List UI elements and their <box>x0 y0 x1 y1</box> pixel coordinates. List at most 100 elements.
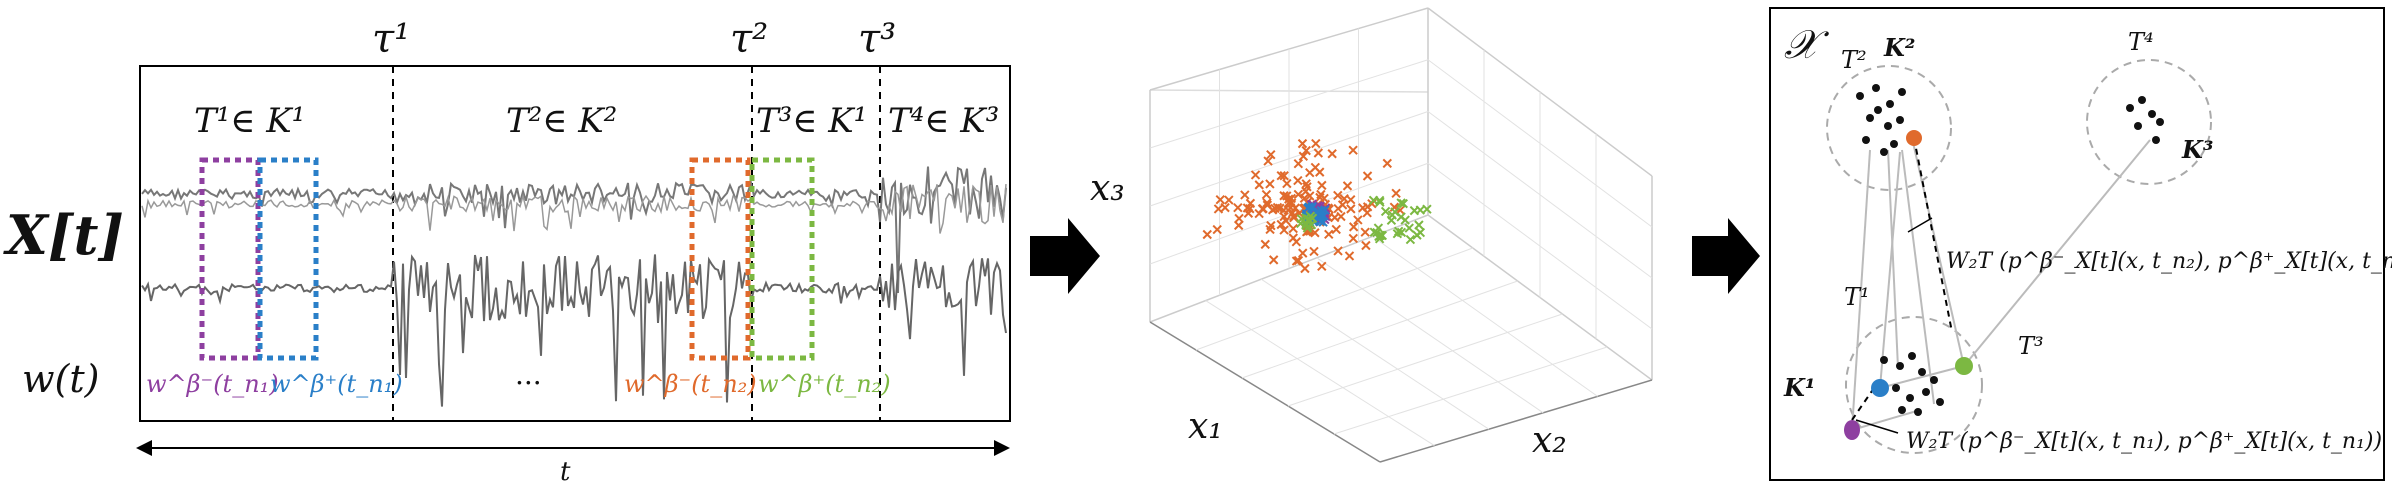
segment-label-4: T⁴∈ K³ <box>888 101 999 141</box>
scatter-point <box>1362 208 1372 218</box>
signal-trace-upper <box>141 166 1007 294</box>
scatter-point <box>1267 205 1278 215</box>
scatter-point <box>1276 170 1286 181</box>
distance-line-tn2 <box>1913 137 1953 333</box>
scatter-point <box>1245 198 1256 209</box>
change-point-label-1: τ¹ <box>372 16 410 62</box>
latent-point <box>1914 408 1922 416</box>
scatter-point <box>1293 158 1304 169</box>
scatter-point <box>1301 220 1311 231</box>
grid-line <box>1149 162 1429 265</box>
scatter-point <box>1373 223 1384 233</box>
time-series-panel: X[t] w(t) τ¹ τ² τ³ T¹∈ K¹ T²∈ K² T³∈ K¹ … <box>3 16 1011 486</box>
scatter-points <box>1202 138 1432 274</box>
segment-label-3: T³∈ K¹ <box>756 101 867 141</box>
scatter-point <box>1317 180 1327 191</box>
scatter-point <box>1282 191 1292 201</box>
scatter-point <box>1375 197 1385 207</box>
scatter-point <box>1391 188 1401 198</box>
scatter-point <box>1361 240 1371 251</box>
change-point-label-2: τ² <box>730 16 768 62</box>
scatter-point <box>1233 220 1244 231</box>
grid-line <box>1427 162 1653 330</box>
distance-formula-tn2: W₂T (p^β⁻_X[t](x, t_n₂), p^β⁺_X[t](x, t_… <box>1946 249 2392 274</box>
scatter-point <box>1250 170 1261 180</box>
scatter-point <box>1293 175 1303 186</box>
grid-line <box>1241 280 1518 379</box>
grid-line <box>1195 247 1473 351</box>
window-after-tn1 <box>257 157 319 361</box>
scatter-point <box>1301 186 1311 197</box>
latent-point <box>1874 106 1882 114</box>
scatter-point <box>1281 216 1291 226</box>
scatter-point <box>1392 228 1403 239</box>
latent-point <box>1898 88 1906 96</box>
space-label: 𝒳 <box>1784 22 1830 68</box>
scatter-point <box>1299 193 1310 203</box>
latent-point <box>1884 122 1892 130</box>
scatter-point <box>1415 205 1426 215</box>
scatter-point <box>1316 189 1326 200</box>
scatter-point <box>1268 255 1279 265</box>
scatter-point <box>1333 203 1343 214</box>
point-before-tn1 <box>1844 420 1860 440</box>
scatter-point <box>1348 145 1358 155</box>
latent-point <box>1908 352 1916 360</box>
cluster-circle-K1 <box>1845 316 1983 454</box>
label-T1: T¹ <box>1844 283 1870 311</box>
point-after-tn2 <box>1955 357 1973 375</box>
scatter-point <box>1220 202 1230 213</box>
latent-point <box>1896 116 1904 124</box>
scatter-point <box>1405 234 1416 245</box>
scatter-point <box>1324 229 1334 240</box>
scatter-point <box>1279 205 1289 215</box>
window-label-before-tn1: w^β⁻(t_n₁) <box>146 370 279 398</box>
scatter-point <box>1327 149 1337 159</box>
scatter-point <box>1380 206 1391 217</box>
scatter-point <box>1266 149 1276 160</box>
scatter-point <box>1265 179 1275 189</box>
time-axis-left-arrowhead <box>136 440 152 456</box>
scatter-point <box>1311 138 1321 149</box>
scatter-point <box>1266 220 1276 231</box>
ellipsis: ... <box>515 358 542 391</box>
scatter-point <box>1333 246 1343 256</box>
label-T3: T³ <box>2018 332 2044 360</box>
scatter-point <box>1342 181 1353 191</box>
latent-point <box>1886 100 1894 108</box>
latent-point <box>1898 406 1906 414</box>
grid-line <box>1333 346 1608 435</box>
scatter-point <box>1362 171 1373 181</box>
scatter-point <box>1293 255 1304 266</box>
latent-link <box>1963 139 2151 367</box>
latent-points <box>1856 84 2164 416</box>
window-before-tn1 <box>199 157 261 361</box>
window-before-tn2 <box>689 157 751 361</box>
scatter-point <box>1344 251 1355 261</box>
scatter-point <box>1348 222 1359 232</box>
scatter-point <box>1286 193 1297 204</box>
scatter-point <box>1272 202 1283 213</box>
cluster-circle-K2 <box>1826 65 1952 191</box>
segment-label-2: T²∈ K² <box>506 101 617 141</box>
scatter-point <box>1360 227 1370 237</box>
scatter-point <box>1331 224 1341 235</box>
scatter-point <box>1260 239 1270 250</box>
scatter-point <box>1279 225 1289 235</box>
latent-space-box <box>1769 7 2385 481</box>
label-K1: K¹ <box>1783 373 1815 402</box>
scatter-point <box>1212 224 1222 235</box>
scatter-point <box>1396 212 1406 222</box>
latent-point <box>1918 368 1926 376</box>
scatter-point <box>1233 202 1243 213</box>
point-after-tn1 <box>1871 379 1889 397</box>
scatter-point <box>1288 223 1298 234</box>
scatter-3d-panel: x₃ x₁ x₂ <box>1090 7 1653 463</box>
scatter-point <box>1279 171 1289 181</box>
scatter-point <box>1346 204 1356 214</box>
scatter-point <box>1353 215 1363 225</box>
latent-point <box>1906 394 1914 402</box>
scatter-point <box>1319 211 1329 221</box>
latent-link <box>1901 149 1935 405</box>
